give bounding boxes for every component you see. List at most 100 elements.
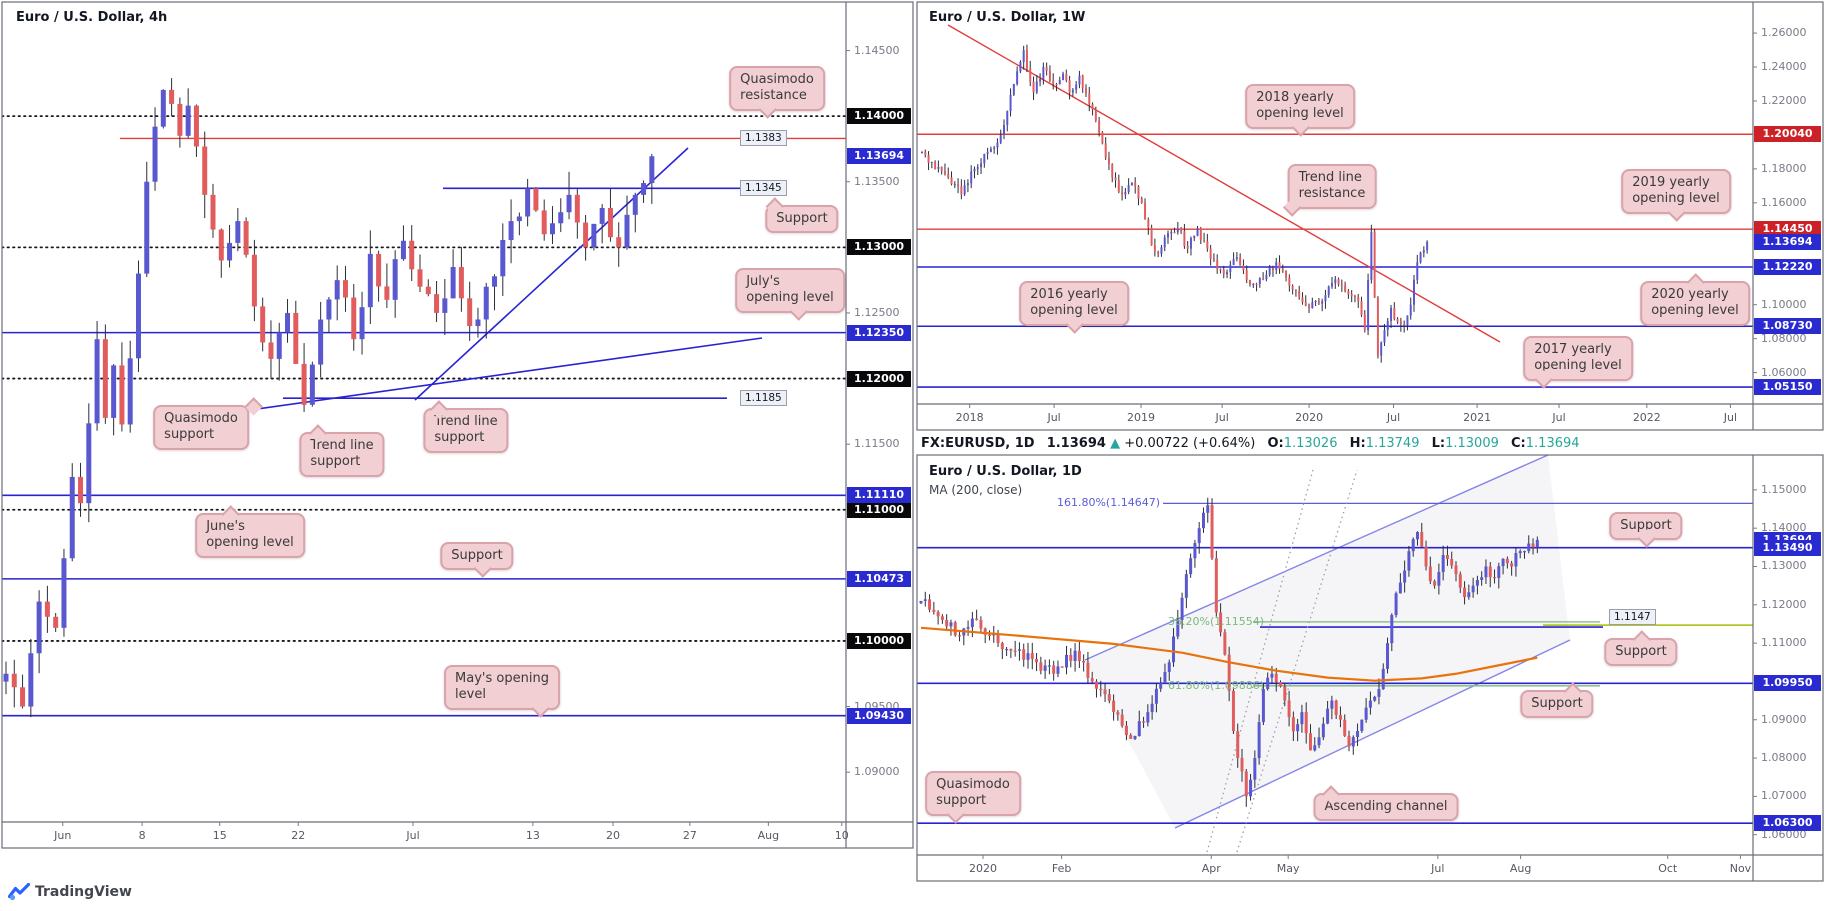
ascending-channel-line[interactable] [1174, 639, 1571, 829]
candle-body [1196, 228, 1199, 236]
candle-body [1052, 665, 1056, 674]
candle-body [953, 184, 956, 186]
candle-body [36, 601, 42, 654]
callout-annotation[interactable]: Trend line resistance [1283, 164, 1377, 217]
time-axis-label: 27 [682, 829, 697, 842]
status-close-value: 1.13694 [1525, 436, 1580, 451]
price-axis-label: 1.11000 [1761, 636, 1807, 650]
candle-body [1039, 662, 1043, 671]
candle-body [1082, 661, 1086, 663]
price-tag[interactable]: 1.1383 [740, 130, 787, 147]
candle-body [1531, 543, 1535, 548]
candle-body [1167, 233, 1169, 238]
callout-annotation[interactable]: Quasimodo support [153, 397, 263, 450]
candle-body [1288, 277, 1291, 286]
candle-body [1032, 81, 1035, 93]
candle-body [169, 89, 175, 104]
candle-body [1304, 712, 1308, 734]
tradingview-logo[interactable]: TradingView [8, 883, 132, 901]
dotted-trend-line[interactable] [1236, 469, 1358, 853]
candle-body [950, 177, 953, 185]
callout-annotation[interactable]: 2016 yearly opening level [1019, 281, 1129, 334]
candle-body [1235, 257, 1238, 260]
status-change: +0.00722 (+0.64%) [1124, 436, 1256, 451]
candle-body [949, 622, 953, 627]
candle-body [975, 618, 979, 621]
callout-annotation[interactable]: 2017 yearly opening level [1523, 336, 1633, 389]
fib-level-label[interactable]: 38.20%(1.11554) [1168, 614, 1265, 628]
candle-body [1353, 296, 1356, 298]
candle-body [1163, 237, 1166, 248]
callout-annotation[interactable]: 2018 yearly opening level [1245, 84, 1355, 137]
candle-body [1127, 185, 1130, 192]
candle-body [434, 294, 440, 313]
candle-body [1480, 577, 1484, 580]
candle-body [1009, 648, 1013, 651]
candle-body [919, 600, 923, 604]
price-axis-label-red: 1.20040 [1754, 126, 1821, 143]
price-axis-label: 1.13000 [1761, 559, 1807, 573]
candle-body [1383, 330, 1386, 343]
candle-body [1216, 260, 1219, 270]
plot-area-eurusd-4h[interactable] [2, 78, 846, 718]
plot-area-eurusd-1w[interactable] [917, 24, 1753, 388]
callout-annotation[interactable]: Quasimodo resistance [729, 66, 825, 119]
price-axis-label-blue: 1.13694 [1754, 233, 1821, 250]
status-open-value: 1.13026 [1283, 436, 1338, 451]
candle-body [1009, 94, 1012, 112]
price-tag[interactable]: 1.1147 [1609, 609, 1656, 626]
ascending-channel-line[interactable] [1084, 455, 1549, 661]
ma-legend[interactable]: MA (200, close) [929, 483, 1023, 497]
candle-body [1227, 654, 1231, 691]
callout-annotation[interactable]: Trend line support [423, 400, 509, 453]
candle-body [1240, 757, 1244, 772]
trend-line[interactable] [414, 147, 689, 401]
candle-body [1296, 724, 1300, 732]
callout-annotation[interactable]: Ascending channel [1313, 785, 1459, 822]
candle-body [1367, 280, 1370, 331]
candle-body [1052, 80, 1055, 84]
price-tag[interactable]: 1.1185 [740, 390, 787, 407]
dotted-trend-line[interactable] [1206, 469, 1314, 853]
callout-annotation[interactable]: June's opening level [195, 505, 305, 558]
callout-annotation[interactable]: Support [440, 542, 514, 578]
candle-body [1026, 653, 1030, 660]
callout-annotation[interactable]: July's opening level [735, 268, 845, 321]
candle-body [1321, 301, 1324, 304]
callout-annotation[interactable]: Support [765, 197, 839, 234]
candle-body [1183, 231, 1186, 247]
callout-annotation[interactable]: 2020 yearly opening level [1640, 273, 1750, 326]
callout-annotation[interactable]: 2019 yearly opening level [1621, 169, 1731, 222]
status-last-price: 1.13694 [1046, 436, 1106, 451]
chart-title-1d: Euro / U.S. Dollar, 1D [929, 464, 1082, 479]
panel-border-eurusd-1d [916, 454, 1824, 882]
status-symbol[interactable]: FX:EURUSD, 1D [921, 436, 1035, 451]
candle-body [1484, 566, 1488, 578]
price-tag[interactable]: 1.1345 [740, 180, 787, 197]
candle-body [987, 634, 991, 637]
plot-area-eurusd-1d[interactable] [917, 455, 1753, 853]
trend-line[interactable] [249, 337, 763, 411]
candle-body [1249, 779, 1253, 797]
callout-annotation[interactable]: Support [1609, 512, 1683, 548]
ascending-channel-fill[interactable] [1085, 455, 1570, 828]
callout-annotation[interactable]: Support [1520, 682, 1594, 719]
callout-annotation[interactable]: Quasimodo support [925, 771, 1021, 824]
candle-body [1279, 682, 1283, 687]
candle-body [94, 339, 100, 424]
candle-body [953, 622, 957, 636]
callout-annotation[interactable]: Trend line support [299, 424, 385, 477]
candle-body [1475, 579, 1479, 586]
candle-body [508, 221, 514, 241]
time-axis-label: 13 [525, 829, 540, 842]
fib-level-label[interactable]: 161.80%(1.14647) [1056, 496, 1160, 510]
candle-body [1170, 232, 1173, 234]
price-axis-label: 1.07000 [1761, 789, 1807, 803]
callout-annotation[interactable]: May's opening level [444, 665, 560, 718]
candle-body [945, 619, 949, 627]
callout-annotation[interactable]: Support [1604, 630, 1678, 667]
status-close-label: C: [1511, 436, 1526, 451]
candle-body [467, 298, 473, 327]
fib-level-label[interactable]: 61.80%(1.09886) [1168, 678, 1265, 692]
